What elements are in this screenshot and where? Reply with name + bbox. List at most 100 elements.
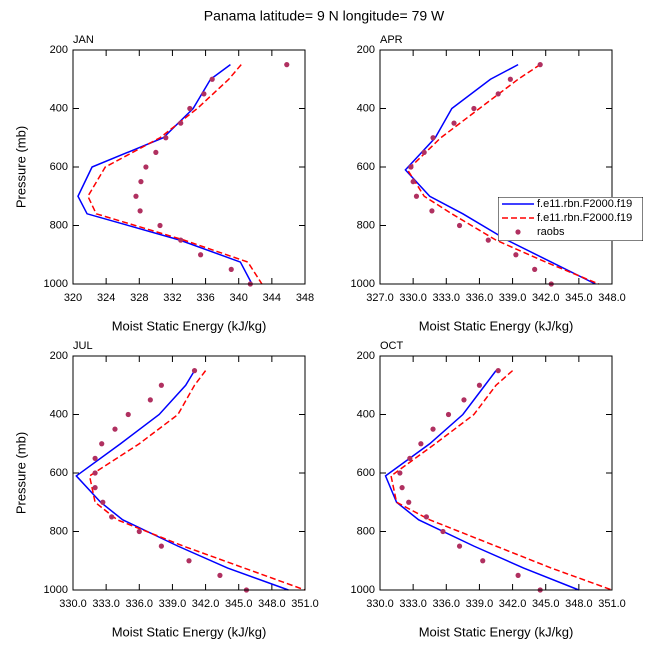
- series-line: [87, 64, 263, 285]
- y-tick-label: 800: [50, 525, 68, 537]
- data-point: [92, 470, 98, 476]
- data-point: [421, 149, 427, 155]
- data-point: [92, 455, 98, 461]
- data-point: [158, 543, 164, 549]
- series-line: [404, 63, 596, 285]
- data-point: [198, 252, 204, 258]
- y-axis-label: Pressure (mb): [13, 126, 28, 208]
- x-tick-label: 339.0: [499, 292, 527, 304]
- data-point: [476, 382, 483, 388]
- series-line: [406, 63, 600, 285]
- y-tick-label: 400: [50, 408, 68, 420]
- data-point: [153, 149, 159, 155]
- legend-marker: [515, 229, 521, 235]
- x-axis-label: Moist Static Energy (kJ/kg): [112, 318, 267, 333]
- data-point: [178, 237, 184, 243]
- plot-frame: [379, 355, 613, 591]
- data-point: [471, 105, 477, 112]
- x-tick-label: 330.0: [366, 598, 394, 610]
- y-tick-label: 600: [357, 467, 375, 479]
- data-point: [408, 164, 414, 170]
- data-point: [495, 91, 501, 97]
- series-line: [77, 64, 253, 285]
- data-point: [399, 485, 405, 491]
- x-tick-label: 342.0: [192, 598, 220, 610]
- x-tick-label: 340: [230, 292, 248, 304]
- data-point: [138, 179, 144, 185]
- data-point: [413, 193, 420, 199]
- data-point: [228, 266, 234, 272]
- data-point: [158, 382, 164, 388]
- y-tick-label: 1000: [44, 584, 68, 596]
- series-line: [384, 370, 580, 591]
- x-tick-label: 348: [296, 292, 314, 304]
- data-point: [513, 252, 519, 258]
- x-tick-label: 336.0: [433, 598, 461, 610]
- x-tick-label: 348.0: [258, 598, 286, 610]
- y-tick-label: 1000: [351, 584, 375, 596]
- y-tick-label: 400: [357, 408, 375, 420]
- legend-label: f.e11.rbn.F2000.f19: [537, 212, 632, 224]
- x-tick-label: 328: [130, 292, 148, 304]
- x-tick-label: 330.0: [59, 598, 87, 610]
- y-tick-label: 600: [50, 467, 68, 479]
- data-point: [418, 441, 424, 447]
- series-line: [390, 370, 613, 591]
- legend-label: f.e11.rbn.F2000.f19: [537, 198, 632, 210]
- x-tick-label: 344: [263, 292, 281, 304]
- data-point: [136, 528, 142, 535]
- series-line: [88, 370, 306, 591]
- data-point: [406, 499, 412, 505]
- data-point: [92, 485, 98, 491]
- x-tick-label: 348.0: [565, 598, 593, 610]
- data-point: [178, 120, 184, 126]
- data-point: [217, 572, 223, 578]
- data-point: [532, 266, 538, 272]
- x-tick-label: 342.0: [499, 598, 527, 610]
- data-point: [133, 193, 139, 199]
- plot-frame: [72, 49, 306, 285]
- x-tick-label: 336.0: [126, 598, 154, 610]
- data-point: [163, 135, 169, 141]
- data-point: [186, 558, 192, 564]
- panel-title: OCT: [380, 340, 404, 352]
- x-tick-label: 332: [163, 292, 181, 304]
- data-point: [440, 528, 446, 535]
- x-tick-label: 345.0: [565, 292, 593, 304]
- x-tick-label: 324: [97, 292, 115, 304]
- y-tick-label: 200: [357, 44, 375, 56]
- data-point: [209, 76, 215, 82]
- data-point: [423, 514, 429, 520]
- data-point: [99, 441, 105, 447]
- data-point: [407, 455, 413, 461]
- y-tick-label: 200: [357, 350, 375, 362]
- y-tick-label: 800: [357, 525, 375, 537]
- data-point: [157, 222, 163, 229]
- figure-title: Panama latitude= 9 N longitude= 79 W: [204, 8, 445, 24]
- y-tick-label: 600: [50, 161, 68, 173]
- data-point: [480, 558, 486, 564]
- x-tick-label: 336.0: [466, 292, 494, 304]
- data-point: [430, 426, 436, 432]
- y-tick-label: 600: [357, 161, 375, 173]
- x-tick-label: 327.0: [366, 292, 394, 304]
- data-point: [430, 135, 436, 141]
- panel-title: JUL: [73, 340, 93, 352]
- data-point: [397, 470, 403, 476]
- y-tick-label: 400: [50, 102, 68, 114]
- data-point: [187, 105, 193, 112]
- data-point: [147, 397, 153, 403]
- data-point: [515, 572, 521, 578]
- x-tick-label: 320: [64, 292, 82, 304]
- data-point: [191, 368, 198, 374]
- data-point: [100, 499, 106, 505]
- y-tick-label: 800: [357, 219, 375, 231]
- x-tick-label: 333.0: [433, 292, 461, 304]
- data-point: [284, 62, 290, 68]
- x-axis-label: Moist Static Energy (kJ/kg): [419, 624, 574, 639]
- x-tick-label: 345.0: [225, 598, 253, 610]
- data-point: [507, 76, 513, 82]
- x-tick-label: 348.0: [598, 292, 626, 304]
- x-tick-label: 339.0: [159, 598, 187, 610]
